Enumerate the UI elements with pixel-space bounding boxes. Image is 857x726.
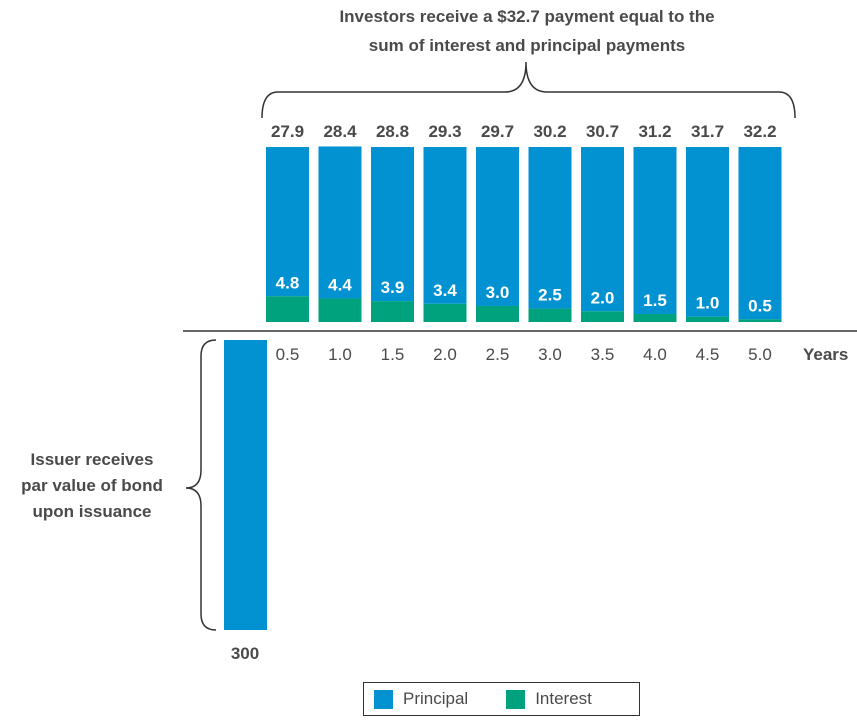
principal-value-label: 28.8 xyxy=(376,122,409,141)
x-tick-label: 5.0 xyxy=(748,345,772,364)
interest-value-label: 3.4 xyxy=(433,281,457,300)
interest-bar-3.5 xyxy=(581,311,624,322)
investors-annotation-line2: sum of interest and principal payments xyxy=(369,36,685,55)
x-tick-label: 4.5 xyxy=(696,345,720,364)
bars-group: 27.9 4.8 0.5 28.4 4.4 1.0 28.8 3.9 1.5 29.3 3.4 2.0… xyxy=(266,122,782,364)
interest-value-label: 3.9 xyxy=(381,278,405,297)
issuer-annotation-line3: upon issuance xyxy=(32,502,151,521)
principal-value-label: 31.2 xyxy=(638,122,671,141)
interest-value-label: 4.8 xyxy=(276,273,300,292)
interest-bar-3.0 xyxy=(528,308,572,322)
principal-value-label: 27.9 xyxy=(271,122,304,141)
interest-value-label: 0.5 xyxy=(748,296,772,315)
legend-swatch-interest xyxy=(506,689,526,709)
x-tick-label: 3.5 xyxy=(591,345,615,364)
issuer-annotation-line2: par value of bond xyxy=(21,476,163,495)
x-tick-label: 3.0 xyxy=(538,345,562,364)
principal-bar-2.5 xyxy=(476,147,519,306)
interest-bar-5.0 xyxy=(738,319,782,322)
interest-value-label: 2.5 xyxy=(538,286,562,305)
principal-value-label: 29.7 xyxy=(481,122,514,141)
x-tick-label: 2.0 xyxy=(433,345,457,364)
x-tick-label: 2.5 xyxy=(486,345,510,364)
interest-bar-2.0 xyxy=(423,303,467,322)
principal-bar-0.5 xyxy=(266,147,309,297)
principal-bar-4.5 xyxy=(686,147,729,317)
principal-value-label: 30.2 xyxy=(533,122,566,141)
interest-bar-2.5 xyxy=(476,305,519,322)
interest-bar-1.0 xyxy=(318,298,362,322)
interest-bar-1.5 xyxy=(371,301,414,322)
issuance-bar xyxy=(224,340,267,630)
x-axis-title: Years xyxy=(803,345,848,364)
interest-bar-0.5 xyxy=(266,296,309,322)
principal-value-label: 28.4 xyxy=(323,122,357,141)
interest-value-label: 4.4 xyxy=(328,275,352,294)
interest-bar-4.5 xyxy=(686,316,729,322)
x-tick-label: 4.0 xyxy=(643,345,667,364)
principal-value-label: 31.7 xyxy=(691,122,724,141)
legend-label-principal: Principal xyxy=(403,689,469,708)
x-tick-label: 1.0 xyxy=(328,345,352,364)
principal-bar-3.5 xyxy=(581,147,624,312)
principal-bar-1.0 xyxy=(318,146,362,299)
principal-value-label: 30.7 xyxy=(586,122,619,141)
left-brace xyxy=(185,339,217,631)
x-tick-label: 1.5 xyxy=(381,345,405,364)
principal-bar-2.0 xyxy=(423,147,467,304)
principal-bar-5.0 xyxy=(738,147,782,320)
issuance-value-label: 300 xyxy=(231,644,259,663)
issuer-annotation-line1: Issuer receives xyxy=(31,450,154,469)
interest-bar-4.0 xyxy=(633,313,677,322)
interest-value-label: 1.0 xyxy=(696,294,720,313)
principal-bar-1.5 xyxy=(371,147,414,302)
legend-swatch-principal xyxy=(374,689,393,709)
principal-value-label: 29.3 xyxy=(428,122,461,141)
legend-label-interest: Interest xyxy=(535,689,592,708)
principal-bar-4.0 xyxy=(633,147,677,314)
interest-value-label: 2.0 xyxy=(591,288,615,307)
legend: Principal Interest xyxy=(363,682,640,716)
investors-annotation-line1: Investors receive a $32.7 payment equal … xyxy=(339,7,714,26)
principal-value-label: 32.2 xyxy=(743,122,776,141)
principal-bar-3.0 xyxy=(528,147,572,309)
top-brace xyxy=(261,61,796,119)
interest-value-label: 1.5 xyxy=(643,291,667,310)
x-tick-label: 0.5 xyxy=(276,345,300,364)
interest-value-label: 3.0 xyxy=(486,283,510,302)
